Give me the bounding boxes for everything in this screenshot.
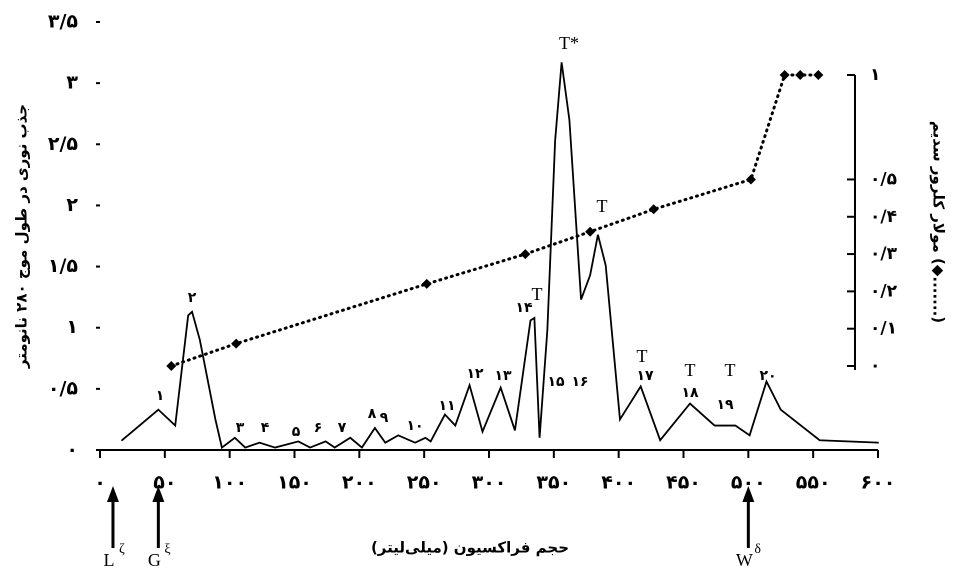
arrow-head bbox=[106, 486, 119, 502]
x-tick-label: ۱۵۰ bbox=[277, 472, 312, 494]
y2-tick-label: ۱ bbox=[870, 65, 880, 85]
t-label: T* bbox=[559, 33, 579, 53]
diamond-marker bbox=[745, 174, 756, 185]
diamond-marker bbox=[520, 249, 531, 260]
peak-label: ۲۰ bbox=[759, 368, 776, 384]
t-label: T bbox=[725, 360, 736, 380]
t-label: T bbox=[637, 346, 648, 366]
arrow-head bbox=[152, 486, 165, 502]
peak-label: ۳ bbox=[236, 420, 245, 436]
t-label: T bbox=[685, 360, 696, 380]
marker-label: W bbox=[736, 550, 753, 570]
y2-tick-label: ۰/۱ bbox=[870, 319, 897, 339]
y-tick-label: ۳ bbox=[66, 72, 78, 94]
x-tick-label: ۰ bbox=[94, 472, 106, 494]
marker-label: G bbox=[148, 550, 161, 570]
peak-label: ۱۹ bbox=[716, 397, 734, 413]
peak-label: ۱۸ bbox=[681, 385, 699, 401]
marker-sup: δ bbox=[754, 542, 761, 557]
x-tick-label: ۵۰۰ bbox=[731, 472, 766, 494]
x-tick-label: ۴۰۰ bbox=[601, 472, 636, 494]
x-tick-label: ۱۰۰ bbox=[212, 472, 247, 494]
y-tick-label: ۲ bbox=[66, 194, 78, 216]
y-axis-title: جذب نوری در طول موج ۲۸۰ نانومتر bbox=[13, 104, 31, 369]
y-tick-label: ۱ bbox=[66, 316, 78, 338]
peak-label: ۸ bbox=[368, 406, 377, 422]
y-tick-label: ۱/۵ bbox=[48, 255, 79, 277]
diamond-marker bbox=[648, 204, 659, 215]
t-label: T bbox=[597, 196, 608, 216]
diamond-marker bbox=[795, 70, 806, 80]
y-tick-label: ۰ bbox=[66, 439, 78, 461]
absorbance-line bbox=[121, 62, 879, 450]
peak-label: ۹ bbox=[380, 410, 389, 426]
peak-label: ۱ bbox=[156, 388, 165, 404]
x-tick-label: ۶۰۰ bbox=[861, 472, 896, 494]
marker-label: L bbox=[103, 550, 114, 570]
x-tick-label: ۴۵۰ bbox=[666, 472, 701, 494]
peak-label: ۱۳ bbox=[494, 368, 512, 384]
y2-tick-label: ۰/۵ bbox=[870, 169, 897, 189]
y2-tick-label: ۰ bbox=[870, 356, 880, 376]
x-tick-label: ۳۵۰ bbox=[536, 472, 571, 494]
y2-tick-label: ۰/۲ bbox=[870, 281, 898, 301]
peak-label: ۱۰ bbox=[406, 418, 423, 434]
x-tick-label: ۵۵۰ bbox=[796, 472, 831, 494]
peak-label: ۶ bbox=[314, 420, 323, 436]
y-tick-label: ۰/۵ bbox=[48, 377, 79, 399]
diamond-marker bbox=[231, 338, 242, 349]
diamond-marker bbox=[779, 70, 790, 80]
y2-tick-label: ۰/۴ bbox=[870, 207, 897, 227]
diamond-marker bbox=[421, 278, 432, 289]
diamond-marker bbox=[813, 70, 824, 80]
marker-sup: ξ bbox=[164, 542, 170, 557]
x-tick-label: ۵۰ bbox=[153, 472, 176, 494]
y2-tick-label: ۰/۳ bbox=[870, 244, 898, 264]
marker-sup: ζ bbox=[119, 542, 125, 557]
peak-label: ۱۵ bbox=[547, 374, 565, 390]
y2-axis-title: مولار کلرور سدیم (◆.......) bbox=[930, 121, 948, 323]
x-tick-label: ۳۰۰ bbox=[472, 472, 507, 494]
peak-label: ۱۲ bbox=[466, 366, 484, 382]
peak-label: ۷ bbox=[338, 420, 347, 436]
peak-label: ۵ bbox=[292, 424, 301, 440]
peak-label: ۱۷ bbox=[636, 368, 654, 384]
x-tick-label: ۲۵۰ bbox=[407, 472, 442, 494]
gradient-line bbox=[169, 73, 820, 368]
peak-label: ۱۶ bbox=[571, 374, 588, 390]
diamond-marker bbox=[166, 361, 177, 371]
y-tick-label: ۲/۵ bbox=[48, 133, 79, 155]
peak-label: ۱۴ bbox=[515, 300, 533, 316]
arrow-head bbox=[742, 486, 755, 502]
peak-label: ۲ bbox=[188, 290, 197, 306]
peak-label: ۱۱ bbox=[438, 398, 455, 414]
y-tick-label: ۳/۵ bbox=[48, 11, 79, 33]
diamond-marker bbox=[585, 226, 596, 237]
x-axis-title: حجم فراکسیون (میلی‌لیتر) bbox=[371, 539, 569, 557]
peak-label: ۴ bbox=[261, 420, 270, 436]
x-tick-label: ۲۰۰ bbox=[342, 472, 377, 494]
t-label: T bbox=[532, 284, 543, 304]
